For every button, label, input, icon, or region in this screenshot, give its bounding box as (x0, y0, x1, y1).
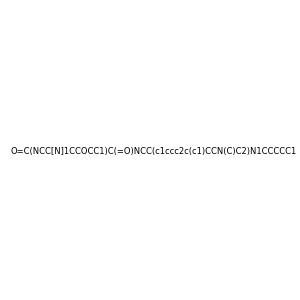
Text: O=C(NCC[N]1CCOCC1)C(=O)NCC(c1ccc2c(c1)CCN(C)C2)N1CCCCC1: O=C(NCC[N]1CCOCC1)C(=O)NCC(c1ccc2c(c1)CC… (11, 147, 297, 156)
